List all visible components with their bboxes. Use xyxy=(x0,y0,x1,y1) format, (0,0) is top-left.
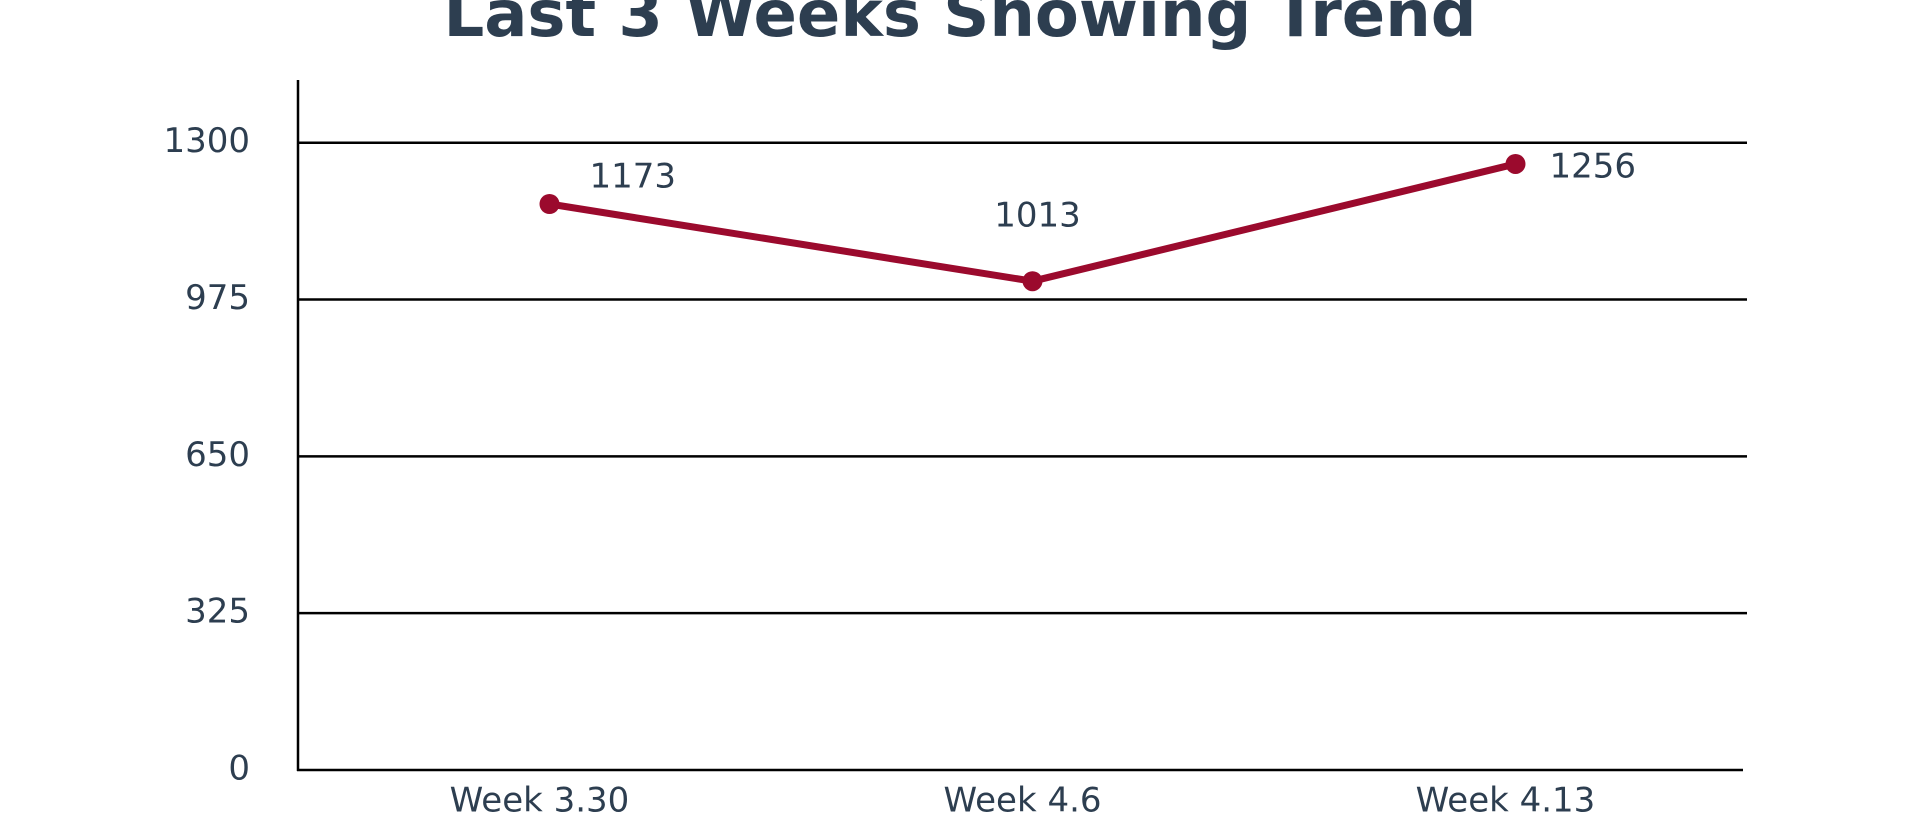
chart-title: Last 3 Weeks Showing Trend xyxy=(443,0,1476,52)
x-tick-label: Week 4.13 xyxy=(1416,781,1596,821)
data-label: 1173 xyxy=(590,157,677,197)
y-tick-label: 975 xyxy=(185,278,250,318)
x-tick-label: Week 3.30 xyxy=(450,781,630,821)
y-tick-label: 325 xyxy=(185,592,250,632)
y-tick-label: 1300 xyxy=(163,121,250,161)
x-tick-label: Week 4.6 xyxy=(943,781,1101,821)
point xyxy=(1505,153,1526,174)
data-label: 1013 xyxy=(994,196,1081,236)
y-tick-label: 650 xyxy=(185,435,250,475)
y-tick-label: 0 xyxy=(228,749,250,789)
point xyxy=(539,194,560,215)
data-label: 1256 xyxy=(1550,146,1637,186)
point xyxy=(1022,271,1043,292)
